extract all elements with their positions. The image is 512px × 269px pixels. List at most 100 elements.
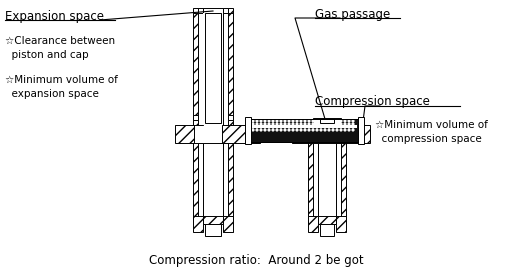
Circle shape (256, 123, 258, 125)
Bar (203, 143, 223, 224)
Circle shape (256, 129, 258, 131)
Circle shape (288, 126, 290, 128)
Circle shape (348, 126, 350, 128)
Text: Expansion space: Expansion space (5, 10, 104, 23)
Circle shape (260, 120, 262, 122)
Circle shape (352, 126, 354, 128)
Circle shape (320, 123, 322, 125)
Circle shape (304, 120, 306, 122)
Circle shape (288, 120, 290, 122)
Circle shape (292, 120, 294, 122)
Circle shape (276, 120, 278, 122)
Circle shape (336, 129, 338, 131)
Circle shape (332, 120, 334, 122)
Circle shape (344, 129, 346, 131)
Circle shape (336, 120, 338, 122)
Bar (358, 117, 364, 144)
Circle shape (272, 126, 274, 128)
Circle shape (316, 129, 318, 131)
Circle shape (260, 126, 262, 128)
Bar (223, 143, 228, 224)
Bar (336, 143, 341, 224)
Bar (223, 216, 233, 232)
Circle shape (320, 129, 322, 131)
Circle shape (332, 123, 334, 125)
Circle shape (304, 123, 306, 125)
Circle shape (316, 126, 318, 128)
Circle shape (344, 120, 346, 122)
Bar (203, 13, 223, 125)
Circle shape (260, 129, 262, 131)
Circle shape (308, 123, 310, 125)
Circle shape (268, 120, 270, 122)
Circle shape (280, 123, 282, 125)
Circle shape (300, 123, 302, 125)
Circle shape (296, 126, 298, 128)
Circle shape (340, 126, 342, 128)
Text: Gas passage: Gas passage (315, 8, 390, 21)
Bar (320, 224, 334, 236)
Text: ☆Clearance between
  piston and cap: ☆Clearance between piston and cap (5, 36, 115, 60)
Bar (193, 13, 198, 125)
Circle shape (264, 129, 266, 131)
Circle shape (284, 123, 286, 125)
Circle shape (324, 120, 326, 122)
Circle shape (340, 129, 342, 131)
Circle shape (324, 129, 326, 131)
Circle shape (252, 123, 254, 125)
Circle shape (336, 126, 338, 128)
Circle shape (280, 126, 282, 128)
Circle shape (352, 123, 354, 125)
Circle shape (252, 120, 254, 122)
Bar (336, 216, 346, 232)
Text: ☆Minimum volume of
  compression space: ☆Minimum volume of compression space (375, 120, 488, 144)
Circle shape (308, 120, 310, 122)
Circle shape (296, 129, 298, 131)
Circle shape (272, 120, 274, 122)
Circle shape (300, 120, 302, 122)
Bar (228, 13, 233, 125)
Circle shape (320, 126, 322, 128)
Circle shape (284, 129, 286, 131)
Bar (203, 8, 223, 13)
Bar (313, 125, 318, 224)
Circle shape (344, 123, 346, 125)
Bar (193, 143, 198, 224)
Bar (203, 216, 223, 224)
Circle shape (308, 129, 310, 131)
Circle shape (340, 120, 342, 122)
Circle shape (276, 123, 278, 125)
Bar (335, 125, 370, 143)
Bar (313, 118, 341, 125)
Circle shape (256, 120, 258, 122)
Circle shape (304, 129, 306, 131)
Circle shape (348, 123, 350, 125)
Bar (308, 143, 313, 224)
Bar (228, 115, 233, 120)
Bar (198, 13, 203, 125)
Bar (320, 119, 334, 123)
Circle shape (332, 129, 334, 131)
Circle shape (348, 120, 350, 122)
Circle shape (264, 126, 266, 128)
Bar (205, 13, 221, 123)
Circle shape (280, 129, 282, 131)
Circle shape (328, 126, 330, 128)
Bar (198, 8, 203, 26)
Bar (318, 143, 336, 224)
Circle shape (252, 129, 254, 131)
Circle shape (276, 129, 278, 131)
Circle shape (324, 123, 326, 125)
Circle shape (328, 123, 330, 125)
Circle shape (352, 129, 354, 131)
Circle shape (312, 126, 314, 128)
Circle shape (316, 123, 318, 125)
Circle shape (252, 126, 254, 128)
Bar (198, 143, 203, 224)
Circle shape (268, 126, 270, 128)
Circle shape (312, 129, 314, 131)
Circle shape (300, 126, 302, 128)
Circle shape (320, 120, 322, 122)
Bar (318, 125, 336, 224)
Bar (193, 8, 198, 26)
